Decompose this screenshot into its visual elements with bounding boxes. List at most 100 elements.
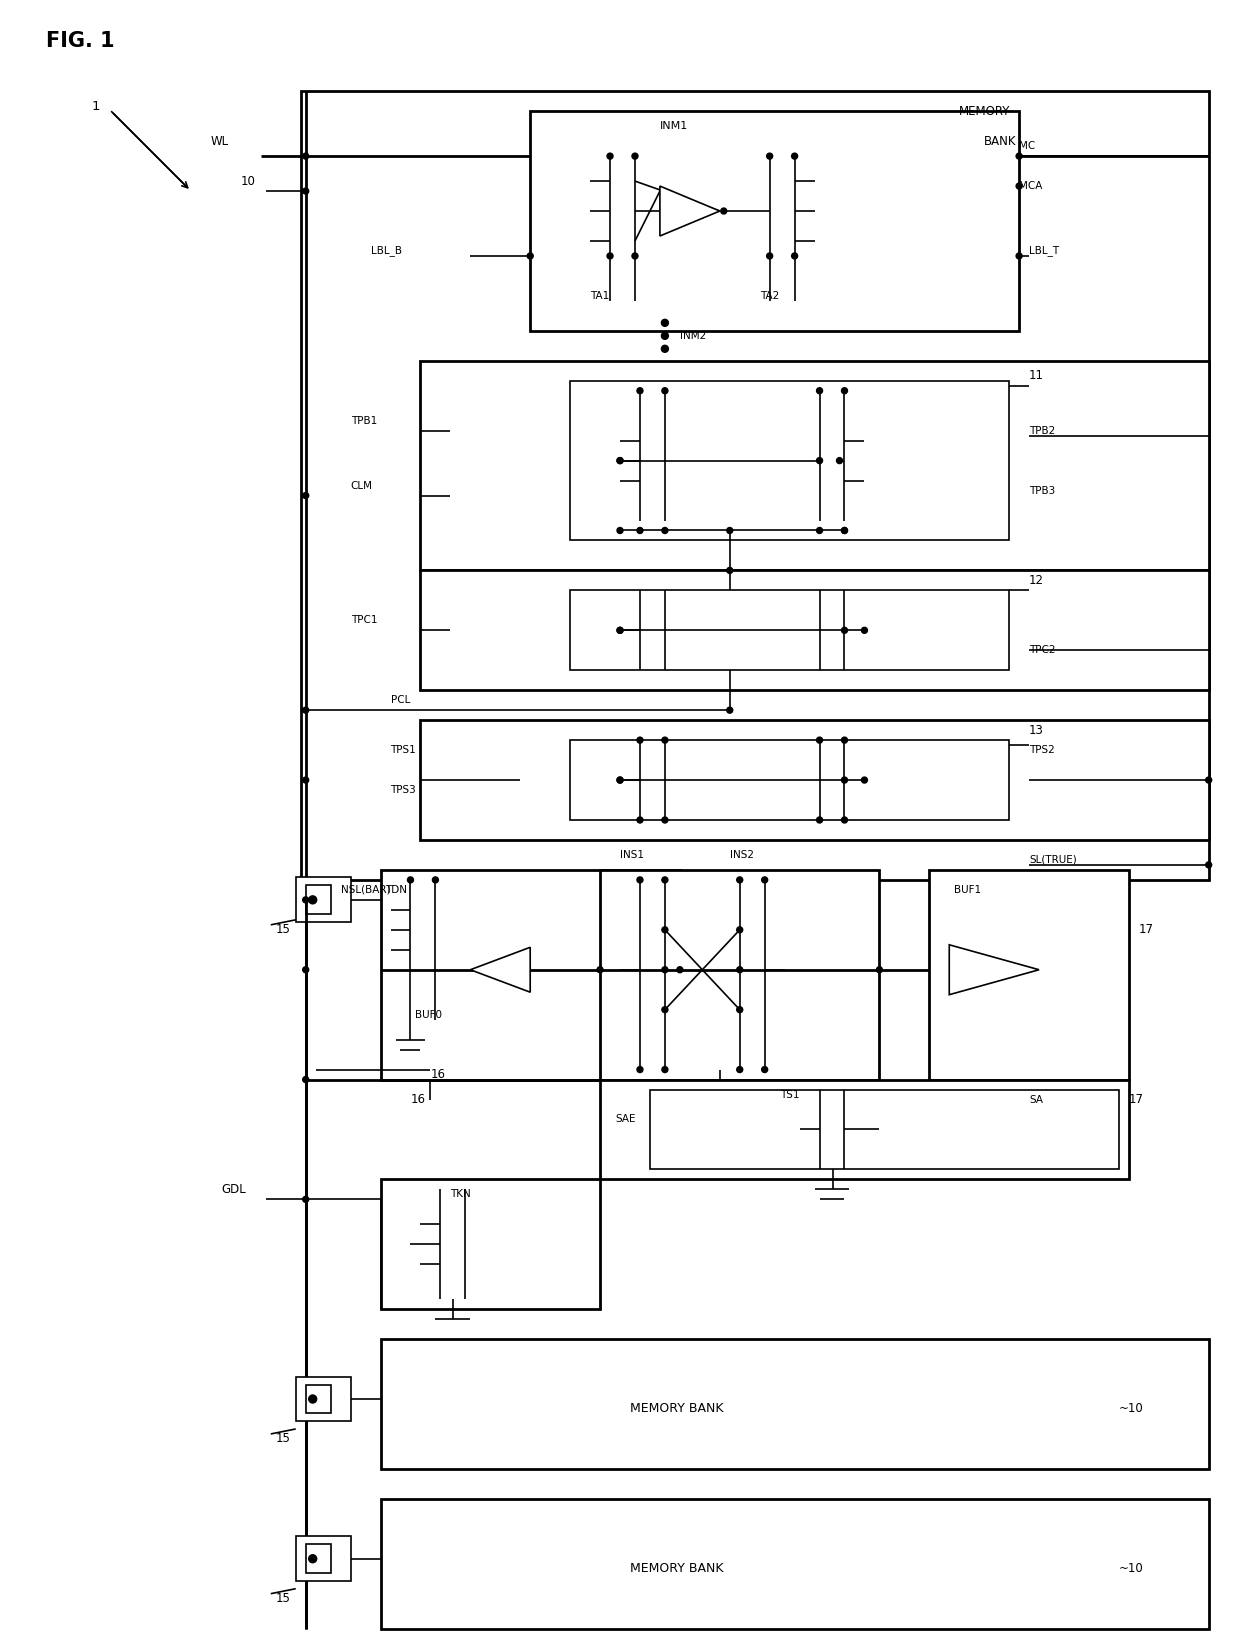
Text: BUF1: BUF1 [955, 886, 981, 895]
Bar [570, 381, 1009, 541]
Circle shape [309, 1554, 316, 1562]
Circle shape [791, 253, 797, 258]
Circle shape [1205, 861, 1211, 868]
Circle shape [662, 926, 668, 933]
Text: 13: 13 [1029, 724, 1044, 737]
Text: TPC1: TPC1 [351, 616, 377, 626]
Circle shape [662, 737, 668, 743]
Circle shape [1016, 183, 1022, 190]
Text: NSL(BAR): NSL(BAR) [341, 886, 391, 895]
Circle shape [791, 154, 797, 158]
Bar [306, 886, 331, 915]
Circle shape [608, 253, 613, 258]
Circle shape [1205, 778, 1211, 783]
Circle shape [817, 528, 822, 533]
Text: 17: 17 [1138, 923, 1154, 936]
Text: SL(TRUE): SL(TRUE) [1029, 855, 1076, 864]
Circle shape [303, 154, 309, 158]
Circle shape [727, 567, 733, 574]
Text: PCL: PCL [391, 694, 410, 706]
Circle shape [842, 528, 847, 533]
Circle shape [842, 387, 847, 394]
Circle shape [637, 817, 644, 824]
Circle shape [303, 188, 309, 194]
Text: CLM: CLM [351, 480, 372, 490]
Bar [600, 1080, 1128, 1180]
Circle shape [737, 1007, 743, 1013]
Text: TPB2: TPB2 [1029, 426, 1055, 436]
Text: GDL: GDL [221, 1183, 246, 1196]
Text: 16: 16 [410, 1093, 425, 1106]
Circle shape [817, 387, 822, 394]
Text: MEMORY: MEMORY [960, 105, 1011, 118]
Circle shape [662, 387, 668, 394]
Text: TPS2: TPS2 [1029, 745, 1055, 755]
Circle shape [727, 528, 733, 533]
Circle shape [303, 967, 309, 972]
Circle shape [618, 627, 622, 634]
Circle shape [817, 817, 822, 824]
Text: 15: 15 [275, 1433, 290, 1446]
Circle shape [761, 877, 768, 882]
Bar [306, 1384, 331, 1413]
Bar [295, 1376, 351, 1422]
Circle shape [817, 458, 822, 464]
Circle shape [661, 332, 668, 340]
Circle shape [527, 253, 533, 258]
Text: ~10: ~10 [1118, 1562, 1143, 1575]
Circle shape [303, 778, 309, 783]
Circle shape [618, 627, 622, 634]
Text: TPB3: TPB3 [1029, 485, 1055, 495]
Circle shape [862, 778, 868, 783]
Bar [570, 590, 1009, 670]
Circle shape [842, 528, 847, 533]
Text: MEMORY BANK: MEMORY BANK [630, 1562, 723, 1575]
Text: TA1: TA1 [590, 291, 609, 301]
Bar [570, 740, 1009, 820]
Circle shape [662, 967, 668, 972]
Circle shape [766, 253, 773, 258]
Circle shape [618, 778, 622, 783]
Text: TS1: TS1 [780, 1090, 799, 1100]
Circle shape [862, 627, 868, 634]
Circle shape [727, 708, 733, 712]
Circle shape [761, 1067, 768, 1072]
Circle shape [661, 319, 668, 327]
Text: BANK: BANK [985, 134, 1017, 147]
Text: 10: 10 [241, 175, 255, 188]
Bar [295, 877, 351, 922]
Text: INS2: INS2 [730, 850, 754, 859]
Bar [381, 1180, 600, 1309]
Text: INM1: INM1 [660, 121, 688, 131]
Circle shape [608, 154, 613, 158]
Circle shape [632, 154, 637, 158]
Text: 16: 16 [430, 1069, 445, 1082]
Circle shape [303, 708, 309, 712]
Bar [306, 1544, 331, 1574]
Circle shape [303, 1077, 309, 1083]
Circle shape [662, 1067, 668, 1072]
Circle shape [677, 967, 683, 972]
Text: 15: 15 [275, 1592, 290, 1605]
Bar [420, 721, 1209, 840]
Circle shape [737, 877, 743, 882]
Circle shape [842, 627, 847, 634]
Circle shape [637, 877, 644, 882]
Circle shape [618, 458, 622, 464]
Text: FIG. 1: FIG. 1 [46, 31, 115, 51]
Bar [381, 1340, 1209, 1469]
Circle shape [662, 1007, 668, 1013]
Circle shape [596, 967, 603, 972]
Circle shape [837, 458, 842, 464]
Circle shape [433, 877, 439, 882]
Text: TPS1: TPS1 [391, 745, 417, 755]
Circle shape [662, 817, 668, 824]
Circle shape [661, 345, 668, 353]
Text: TPS3: TPS3 [391, 784, 417, 796]
Text: 11: 11 [1029, 369, 1044, 382]
Text: 1: 1 [92, 100, 99, 113]
Polygon shape [950, 944, 1039, 995]
Circle shape [737, 926, 743, 933]
Circle shape [842, 817, 847, 824]
Circle shape [1016, 154, 1022, 158]
